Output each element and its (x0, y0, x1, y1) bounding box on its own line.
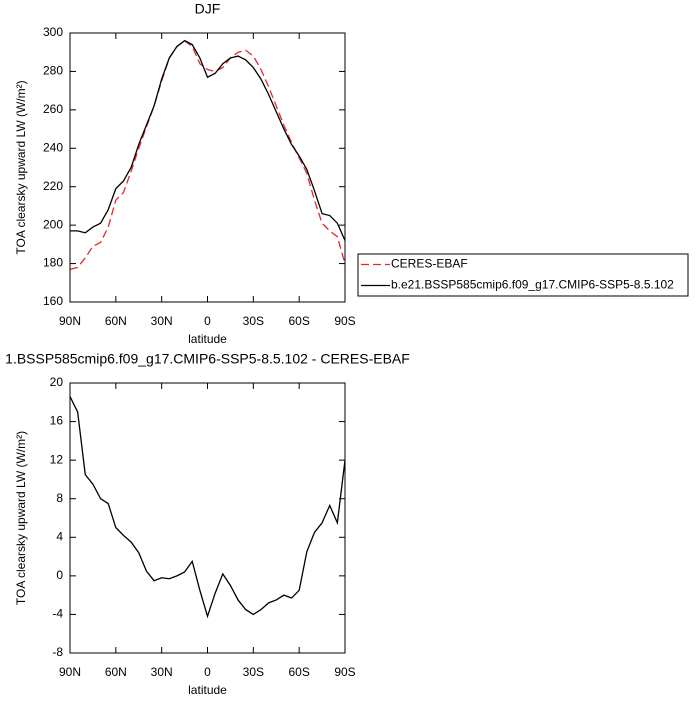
x-tick-label: 30S (243, 314, 264, 328)
x-tick-label: 60N (105, 314, 127, 328)
x-axis-label: latitude (188, 683, 227, 697)
plot-frame (69, 32, 346, 303)
y-tick-label: 300 (43, 25, 63, 39)
y-tick-label: 4 (56, 529, 63, 543)
plot-frame (69, 382, 346, 654)
x-tick-label: 0 (204, 314, 211, 328)
y-tick-label: 0 (56, 568, 63, 582)
y-tick-label: 220 (43, 179, 63, 193)
x-tick-label: 30N (151, 314, 173, 328)
legend-label: CERES-EBAF (391, 257, 468, 271)
x-axis-label: latitude (188, 332, 227, 346)
y-tick-label: 260 (43, 102, 63, 116)
y-tick-label: 12 (50, 452, 64, 466)
y-axis-label: TOA clearsky upward LW (W/m²) (14, 80, 28, 254)
y-tick-label: 180 (43, 256, 63, 270)
legend-label: b.e21.BSSP585cmip6.f09_g17.CMIP6-SSP5-8.… (391, 278, 674, 292)
x-tick-label: 90S (334, 665, 355, 679)
x-tick-label: 30S (243, 665, 264, 679)
x-tick-label: 90N (59, 665, 81, 679)
x-tick-label: 30N (151, 665, 173, 679)
x-tick-label: 60N (105, 665, 127, 679)
legend-box (357, 253, 689, 297)
y-tick-label: 20 (50, 375, 64, 389)
chart-title: DJF (195, 1, 221, 17)
y-axis-label: TOA clearsky upward LW (W/m²) (14, 431, 28, 605)
data-line (70, 39, 346, 241)
y-tick-label: 16 (50, 414, 64, 428)
y-tick-label: 240 (43, 140, 63, 154)
y-tick-label: 200 (43, 217, 63, 231)
y-tick-label: -8 (52, 645, 63, 659)
data-line (69, 396, 346, 619)
y-tick-label: 280 (43, 64, 63, 78)
data-line (69, 39, 346, 270)
y-tick-label: -4 (52, 607, 63, 621)
x-tick-label: 60S (288, 665, 309, 679)
x-tick-label: 60S (288, 314, 309, 328)
y-tick-label: 8 (56, 491, 63, 505)
chart-title: 1.BSSP585cmip6.f09_g17.CMIP6-SSP5-8.5.10… (5, 351, 410, 367)
x-tick-label: 90N (59, 314, 81, 328)
y-tick-label: 160 (43, 294, 63, 308)
x-tick-label: 90S (334, 314, 355, 328)
x-tick-label: 0 (204, 665, 211, 679)
